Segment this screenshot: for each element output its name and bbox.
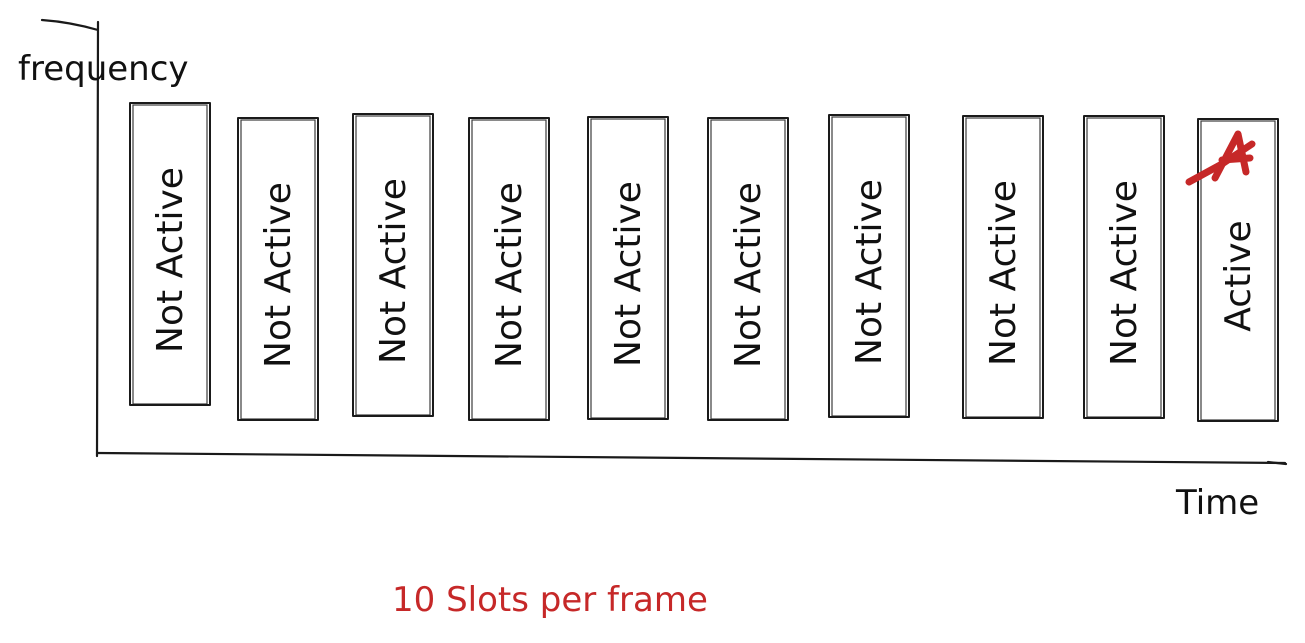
slot-box-sketch	[710, 119, 786, 420]
x-axis-line	[95, 451, 1287, 465]
x-axis-end-tick	[1266, 460, 1288, 466]
slot-label-not-active: Not Active	[373, 178, 414, 364]
slot-5: Not Active	[587, 116, 669, 420]
slot-label-not-active: Not Active	[983, 180, 1024, 366]
slot-8: Not Active	[962, 115, 1044, 419]
slot-box-sketch	[355, 115, 431, 416]
slot-box-sketch	[1086, 117, 1162, 418]
slot-label-active: Active	[1218, 220, 1259, 331]
slot-label-not-active: Not Active	[150, 167, 191, 353]
slot-6: Not Active	[707, 117, 789, 421]
slot-box	[962, 115, 1044, 419]
slot-box	[587, 116, 669, 420]
slot-2: Not Active	[237, 117, 319, 421]
slot-box	[707, 117, 789, 421]
slot-box	[468, 117, 550, 421]
slot-box	[828, 114, 910, 418]
slot-box-sketch	[590, 118, 666, 419]
slot-7: Not Active	[828, 114, 910, 418]
slot-box-sketch	[240, 119, 316, 420]
slot-10: Active	[1197, 118, 1279, 422]
slot-label-not-active: Not Active	[1104, 180, 1145, 366]
slot-label-not-active: Not Active	[489, 182, 530, 368]
slot-label-not-active: Not Active	[728, 182, 769, 368]
slot-box	[1197, 118, 1279, 422]
slot-box	[1083, 115, 1165, 419]
slot-box-sketch	[831, 116, 907, 417]
slot-4: Not Active	[468, 117, 550, 421]
slot-box-sketch	[132, 104, 208, 405]
slot-label-not-active: Not Active	[608, 181, 649, 367]
slot-box-sketch	[1200, 120, 1276, 421]
slot-box-sketch	[471, 119, 547, 420]
letter-a-mark-icon	[1185, 130, 1256, 186]
slot-box	[129, 102, 211, 406]
y-axis-label: frequency	[18, 49, 189, 89]
slot-1: Not Active	[129, 102, 211, 406]
caption: 10 Slots per frame	[392, 580, 708, 620]
slot-9: Not Active	[1083, 115, 1165, 419]
slot-label-not-active: Not Active	[849, 179, 890, 365]
slot-label-not-active: Not Active	[258, 182, 299, 368]
slot-box	[237, 117, 319, 421]
x-axis-label: Time	[1175, 483, 1259, 523]
slot-box-sketch	[965, 117, 1041, 418]
slot-box	[352, 113, 434, 417]
slots-group: Not Active Not Active Not Active Not Active…	[129, 102, 1279, 422]
y-axis-line	[40, 18, 100, 458]
slot-3: Not Active	[352, 113, 434, 417]
